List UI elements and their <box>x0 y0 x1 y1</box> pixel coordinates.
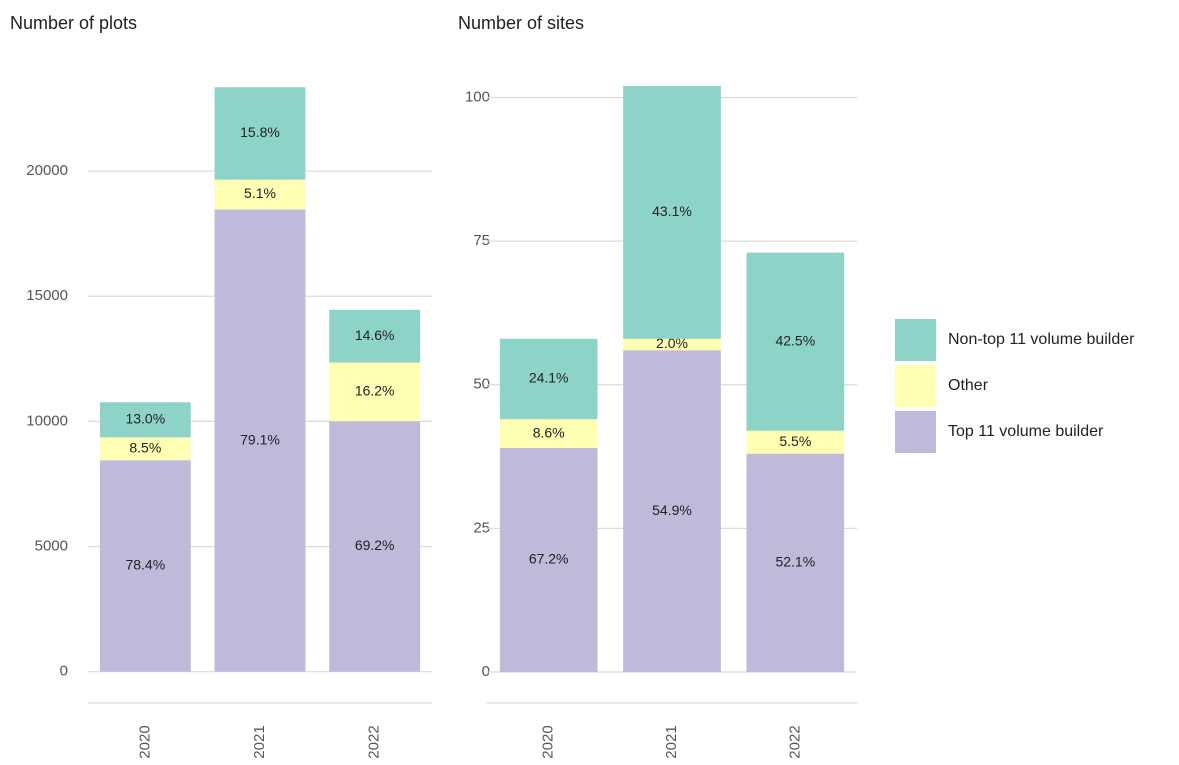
x-tick-label: 2022 <box>786 725 803 758</box>
segment-label: 54.9% <box>652 502 692 518</box>
bar-segment <box>214 179 306 210</box>
segment-label: 67.2% <box>529 551 569 567</box>
bar-segment <box>499 419 598 448</box>
chart-title: Number of sites <box>458 13 584 33</box>
bar-segment <box>214 209 306 672</box>
y-tick-label: 100 <box>465 88 490 105</box>
segment-label: 8.5% <box>129 439 161 455</box>
y-tick-label: 15000 <box>26 287 68 304</box>
segment-label: 16.2% <box>355 383 395 399</box>
legend-label: Other <box>948 377 989 394</box>
x-tick-label: 2020 <box>136 725 153 758</box>
segment-label: 78.4% <box>125 557 165 573</box>
y-tick-label: 5000 <box>35 538 68 555</box>
bar-segment <box>329 421 421 672</box>
bar-segment <box>623 350 721 672</box>
legend-swatch <box>895 411 936 453</box>
bar-segment <box>623 86 721 339</box>
legend-label: Top 11 volume builder <box>948 423 1104 440</box>
legend-swatch <box>895 319 936 361</box>
bar-segment <box>99 402 191 438</box>
x-tick-label: 2020 <box>540 725 557 758</box>
bar-segment <box>329 362 421 422</box>
bar-segment <box>746 430 845 454</box>
y-tick-label: 10000 <box>26 412 68 429</box>
y-tick-label: 50 <box>473 376 490 393</box>
segment-label: 42.5% <box>775 332 815 348</box>
chart-title: Number of plots <box>10 13 137 33</box>
bar-segment <box>99 437 191 461</box>
segment-label: 5.5% <box>779 433 811 449</box>
bar-segment <box>623 338 721 351</box>
segment-label: 43.1% <box>652 203 692 219</box>
segment-label: 24.1% <box>529 370 569 386</box>
x-tick-label: 2021 <box>663 725 680 758</box>
segment-label: 69.2% <box>355 537 395 553</box>
segment-label: 52.1% <box>775 554 815 570</box>
y-tick-label: 0 <box>482 663 490 680</box>
legend-swatch <box>895 365 936 407</box>
bar-segment <box>99 460 191 672</box>
segment-label: 13.0% <box>125 410 165 426</box>
y-tick-label: 25 <box>473 519 490 536</box>
segment-label: 15.8% <box>240 124 280 140</box>
segment-label: 2.0% <box>656 335 688 351</box>
legend-label: Non-top 11 volume builder <box>948 331 1135 348</box>
bar-segment <box>214 87 306 180</box>
bar-segment <box>329 309 421 363</box>
y-tick-label: 0 <box>60 663 68 680</box>
segment-label: 5.1% <box>244 185 276 201</box>
segment-label: 8.6% <box>533 424 565 440</box>
x-tick-label: 2021 <box>251 725 268 758</box>
segment-label: 79.1% <box>240 431 280 447</box>
x-tick-label: 2022 <box>366 725 383 758</box>
bar-segment <box>746 453 845 672</box>
bar-segment <box>746 252 845 431</box>
y-tick-label: 20000 <box>26 162 68 179</box>
bar-segment <box>499 447 598 672</box>
y-tick-label: 75 <box>473 232 490 249</box>
bar-segment <box>499 338 598 420</box>
segment-label: 14.6% <box>355 327 395 343</box>
